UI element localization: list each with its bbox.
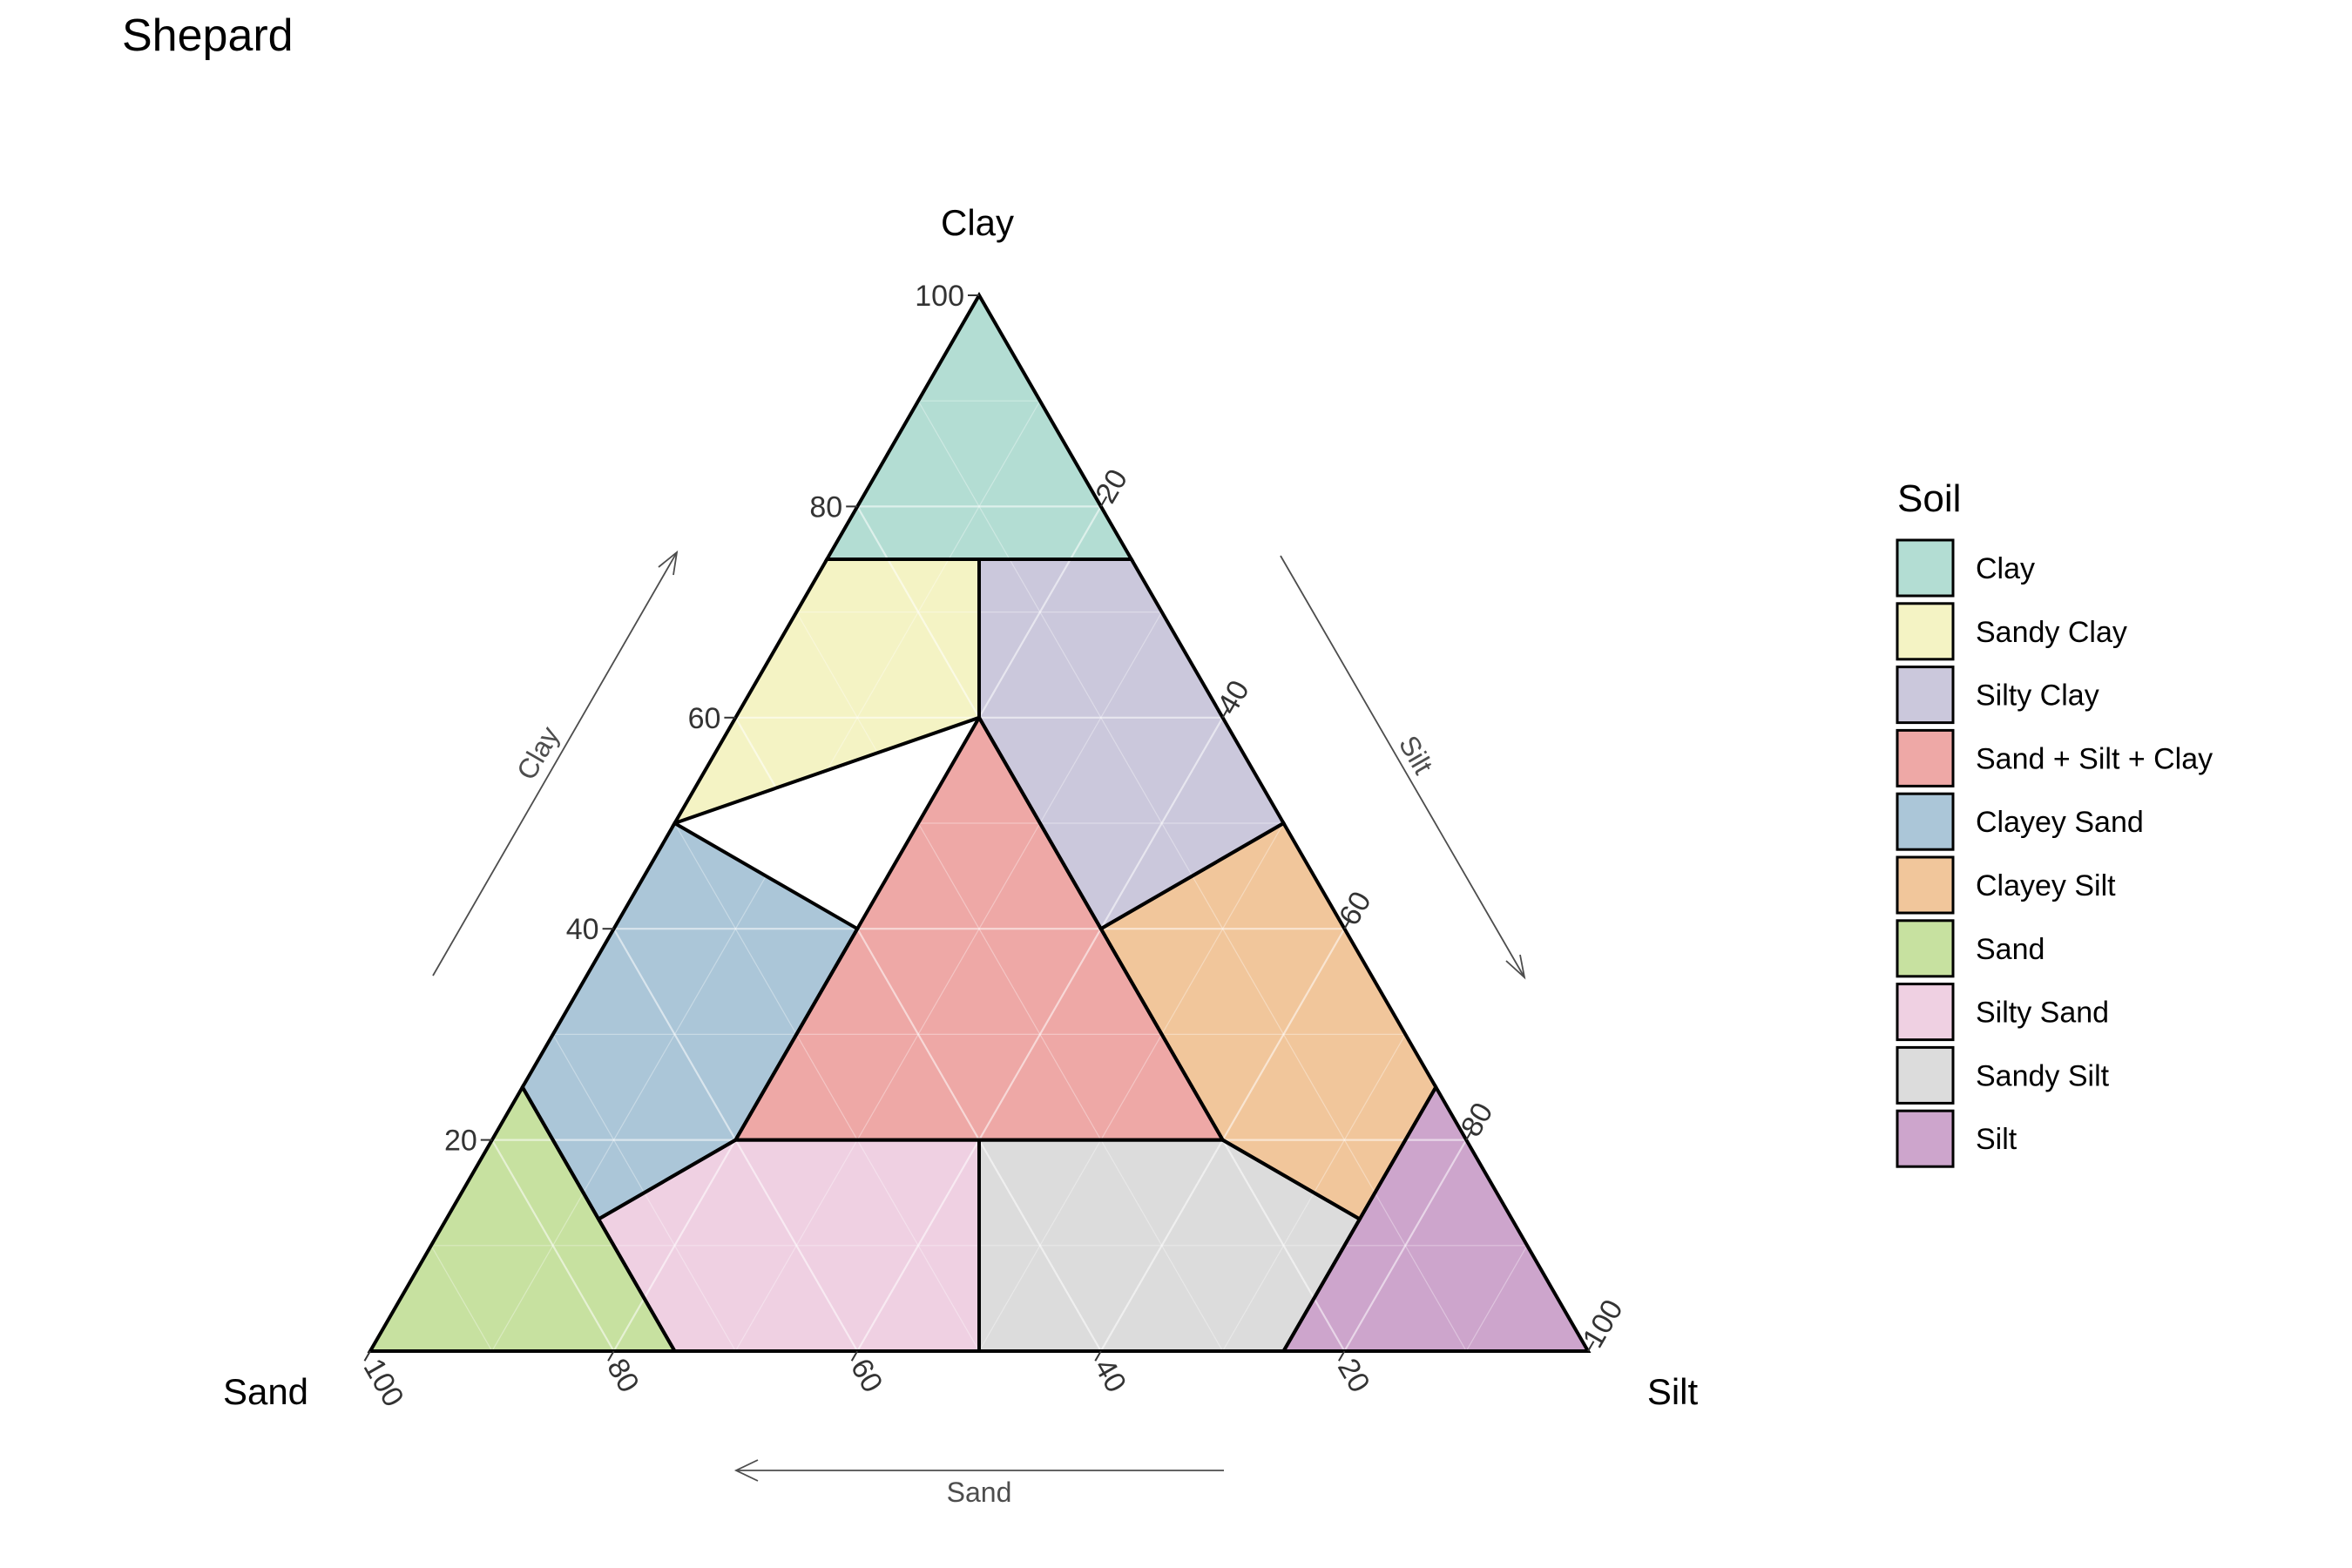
- sand-tick-20: [1338, 1350, 1346, 1362]
- clay-tick-label: 80: [809, 490, 842, 524]
- gridline-silt-90: [1465, 1245, 1528, 1352]
- clay-tick-label: 40: [566, 913, 599, 946]
- silt-tick-100: [1587, 1341, 1595, 1352]
- sand-tick-60: [850, 1350, 859, 1362]
- legend-title: Soil: [1897, 477, 1961, 520]
- soil-regions: [370, 295, 1588, 1351]
- clay-tick-label: 20: [444, 1125, 477, 1158]
- sand-arrow-label: Sand: [947, 1477, 1012, 1508]
- legend-label-clayey-sand: Clayey Sand: [1976, 806, 2144, 839]
- region-clayey-sand: [522, 823, 858, 1220]
- region-sand: [370, 1087, 675, 1351]
- legend-swatch-clayey-sand: [1896, 792, 1955, 851]
- legend-label-clayey-silt: Clayey Silt: [1976, 869, 2116, 902]
- gridline-silt-40: [856, 717, 1224, 1352]
- region-sandy-clay: [674, 559, 979, 823]
- sand-tick-label: 40: [1087, 1353, 1132, 1398]
- silt-tick-60: [1343, 918, 1351, 929]
- gridline-silt-80: [1343, 1139, 1468, 1352]
- legend-swatch-sand-silt-clay: [1896, 728, 1955, 787]
- legend-swatch-sandy-clay: [1896, 602, 1955, 661]
- legend-label-sand-silt-clay: Sand + Silt + Clay: [1976, 742, 2213, 775]
- legend-label-sand: Sand: [1976, 933, 2044, 966]
- region-silt: [1283, 1087, 1588, 1351]
- gridline-silt-50: [978, 822, 1285, 1352]
- sand-tick-label: 60: [844, 1353, 889, 1398]
- silt-tick-40: [1221, 707, 1229, 719]
- triangle-border: [368, 293, 1590, 1352]
- legend-label-clay: Clay: [1976, 552, 2035, 585]
- triangle-outline: [368, 293, 1590, 1352]
- clay-tick-label: 100: [915, 280, 964, 313]
- legend-label-silty-sand: Silty Sand: [1976, 997, 2109, 1030]
- sand-tick-40: [1094, 1350, 1102, 1362]
- gridline-sand-30: [795, 612, 1224, 1352]
- legend-swatch-silt: [1896, 1109, 1955, 1168]
- sand-tick-100: [363, 1350, 371, 1362]
- gridline-silt-30: [734, 612, 1163, 1352]
- legend-swatch-sand: [1896, 919, 1955, 978]
- legend-label-sandy-clay: Sandy Clay: [1976, 616, 2127, 649]
- legend-swatch-clay: [1896, 538, 1955, 598]
- clay-arrow-label: Clay: [510, 721, 565, 785]
- region-clayey-silt: [1100, 823, 1436, 1220]
- region-silty-clay: [979, 559, 1284, 929]
- legend: Soil Clay Sandy Clay Silty Clay Sand + Silt…: [1896, 477, 2213, 1168]
- legend-swatch-silty-clay: [1896, 666, 1955, 725]
- region-silty-sand: [598, 1139, 979, 1351]
- silt-tick-20: [1099, 496, 1108, 507]
- sand-tick-label: 100: [357, 1353, 410, 1412]
- silt-vertex-label: Silt: [1647, 1371, 1699, 1412]
- gridline-sand-80: [490, 1139, 615, 1352]
- clay-vertex-label: Clay: [941, 202, 1014, 243]
- sand-vertex-label: Sand: [223, 1371, 308, 1412]
- sand-tick-label: 20: [1331, 1353, 1376, 1398]
- legend-swatch-clayey-silt: [1896, 855, 1955, 915]
- clay-tick-label: 60: [688, 702, 721, 735]
- silt-tick-80: [1465, 1129, 1473, 1141]
- legend-swatch-silty-sand: [1896, 983, 1955, 1042]
- legend-label-silt: Silt: [1976, 1123, 2017, 1156]
- legend-swatch-sandy-silt: [1896, 1045, 1955, 1105]
- gridline-sand-40: [734, 717, 1102, 1352]
- gridline-sand-90: [430, 1245, 493, 1352]
- legend-label-silty-clay: Silty Clay: [1976, 679, 2099, 713]
- sand-tick-80: [607, 1350, 615, 1362]
- region-sandy-silt: [979, 1139, 1360, 1351]
- region-clay: [827, 295, 1132, 559]
- chart-title: Shepard: [122, 10, 294, 61]
- sand-tick-label: 80: [600, 1353, 645, 1398]
- sand-axis-arrow: Sand: [733, 1459, 1224, 1508]
- gridline-sand-50: [673, 822, 980, 1352]
- legend-label-sandy-silt: Sandy Silt: [1976, 1059, 2110, 1092]
- silt-arrow-label: Silt: [1393, 730, 1439, 780]
